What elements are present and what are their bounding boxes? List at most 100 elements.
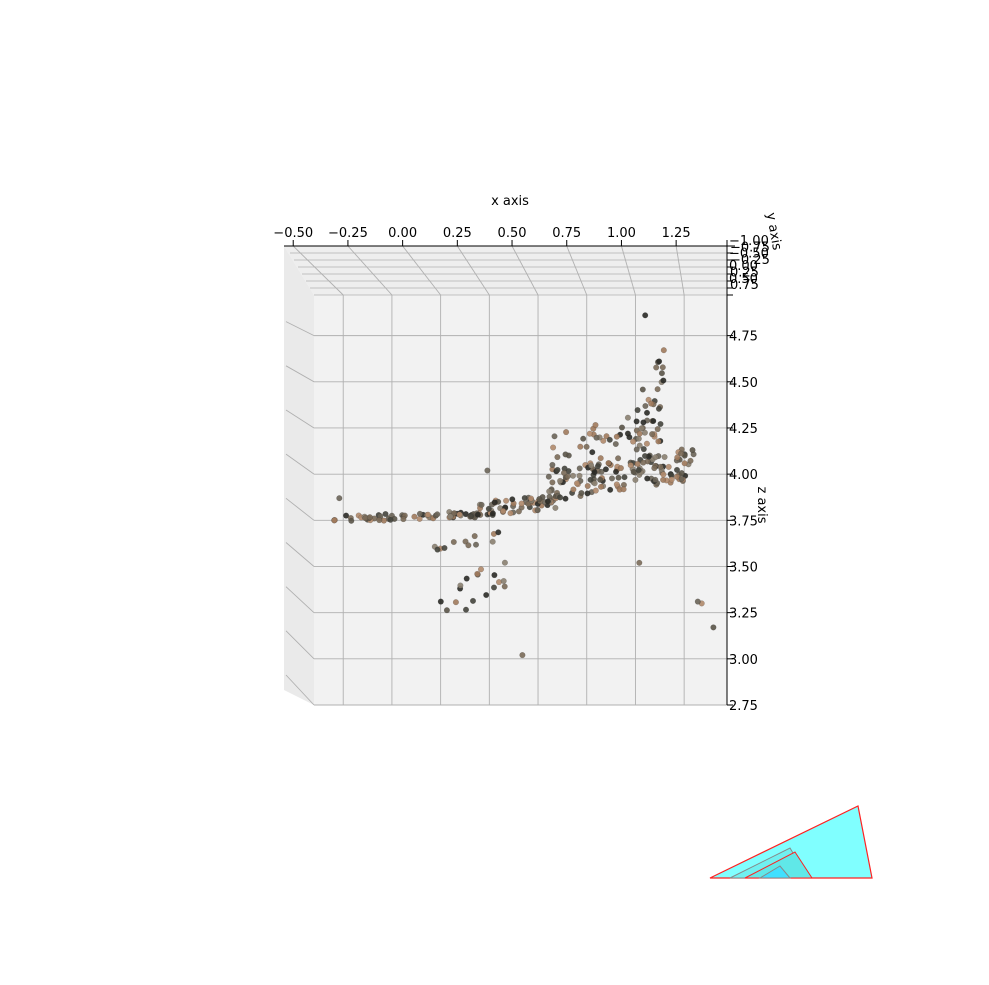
scatter-point [366,514,373,521]
scatter-point [501,559,508,566]
scatter-point [500,508,507,515]
scatter-point [591,469,598,476]
scatter-point [607,486,614,493]
scatter-point [348,517,355,524]
scatter-point [678,450,685,457]
scatter-point [643,440,650,447]
scatter-point [642,312,649,319]
scatter-point [437,598,444,605]
scatter-point [674,454,681,461]
scatter-point [665,463,672,470]
grid-line-x-top [621,245,636,296]
scatter-point [576,465,583,472]
scatter-point [658,370,665,377]
y-tick-label: −0.50 [729,247,769,262]
scatter-point [589,449,596,456]
scatter-point [507,510,514,517]
top-pane [284,246,727,295]
scatter-point [519,652,526,659]
scatter-point [569,472,577,479]
y-tick-labels: −1.00−0.75−0.50−0.250.000.250.500.75 [729,234,770,293]
scatter-point [636,442,643,449]
camera-frustum [758,865,792,879]
scatter-point [641,429,648,436]
scatter-point [578,489,585,497]
scatter-point [687,457,694,464]
scatter-point [615,474,622,481]
scatter-point [624,430,631,437]
scatter-point [343,512,350,519]
grid-line-z-side [285,321,315,337]
scatter-point [634,407,641,414]
y-axis-title: y axis [763,211,784,251]
scatter-point [478,501,485,508]
scatter-point [336,495,343,502]
scatter-point [560,469,568,476]
scatter-point [552,504,559,511]
scatter-point [633,418,640,425]
scatter-point [636,430,643,437]
scatter-point [483,591,490,599]
scatter-point [618,424,626,431]
scatter-point [382,510,389,518]
scatter-point [681,460,688,467]
z-tick-label: 3.25 [729,607,758,622]
scatter-point [591,480,598,487]
scatter-point [640,459,647,466]
axes-3d: x axis y axis z axis −0.50 −0.25 0.00 0.25 0… [273,194,784,714]
scatter-point [636,559,643,566]
scatter-point [527,495,535,502]
scatter-point [549,479,556,486]
scatter-point [577,443,584,450]
grid-line-z-side [285,365,315,383]
scatter-point [331,517,338,524]
scatter-point [554,454,561,461]
y-tick-label: −0.25 [730,253,770,268]
scatter-point [557,494,564,501]
scatter-point [635,466,642,474]
scatter-point [594,463,601,470]
scatter-point [605,460,612,467]
scatter-point [617,465,624,472]
z-tick-label: 3.00 [729,653,758,668]
scatter-point [450,538,457,546]
grid-line-z-side [285,586,315,613]
scatter-point [660,471,667,478]
grid-line-z-side [285,542,315,567]
scatter-point [642,402,649,410]
scatter-point [593,434,600,441]
z-tick-label: 4.50 [729,376,758,391]
x-tick-label: 0.50 [498,226,527,241]
scatter-point [546,488,553,495]
scatter-point [443,607,450,614]
x-tick-label: 0.25 [443,226,472,241]
scatter-point [545,473,552,480]
scatter-point [659,364,666,371]
scatter-point [689,447,696,454]
y-tick-label: 0.50 [729,272,758,287]
scatter-point [640,419,647,426]
scatter-point [656,358,663,365]
scatter-point [639,386,646,393]
scatter-point [447,513,454,520]
scatter-point [501,583,508,590]
scatter-point [471,533,478,540]
scatter-point [620,486,627,493]
scatter-point [644,475,651,482]
scatter-point [489,538,496,545]
scatter-point [603,433,610,440]
scatter-point [606,436,613,443]
side-pane [284,246,314,705]
scatter-point [592,421,599,429]
scatter-point [477,566,485,573]
scatter-point [710,624,717,631]
scatter-point [544,498,551,505]
scatter-point [678,470,685,477]
scatter-point [613,481,620,488]
scatter-point [474,511,481,518]
scatter-point [465,542,472,549]
scatter-point [640,446,647,453]
z-tick-labels: 2.75 3.00 3.25 3.50 3.75 4.00 4.25 4.50 4.75 [729,330,758,714]
grid-line-x-top [511,245,539,296]
